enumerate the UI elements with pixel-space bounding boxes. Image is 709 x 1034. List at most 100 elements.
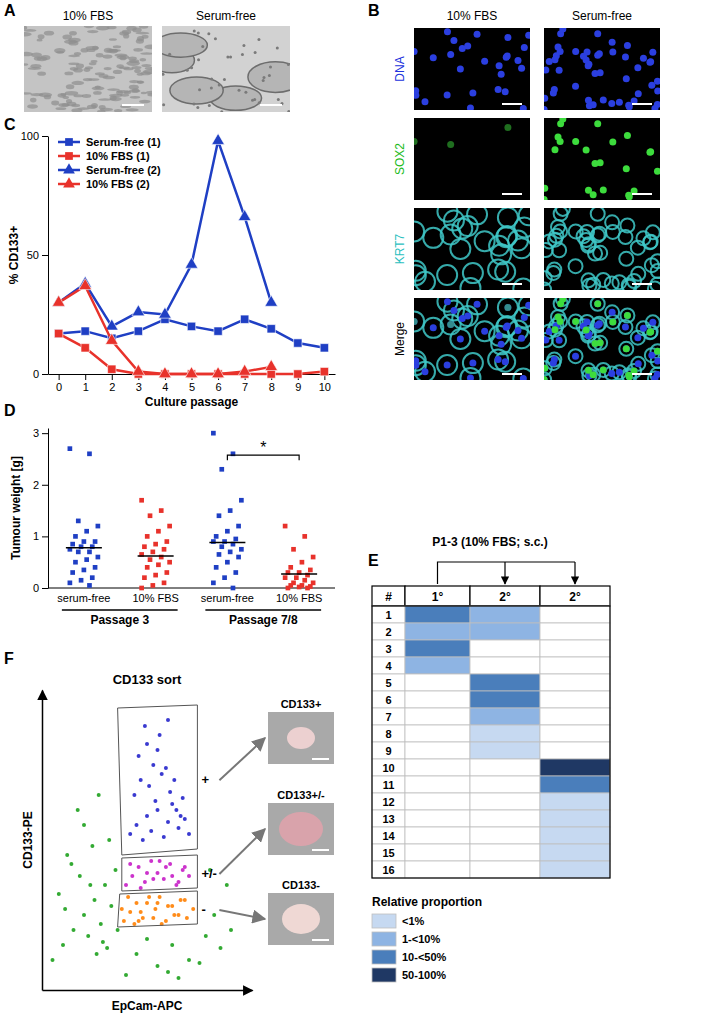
cell-decor (488, 350, 508, 370)
cell-decor (474, 31, 481, 38)
cell-decor (498, 71, 505, 78)
category-label: 10% FBS (132, 592, 178, 604)
cell-decor (444, 92, 451, 99)
cell-decor (63, 96, 69, 99)
cell-decor (444, 210, 464, 230)
legend-label: Serum-free (2) (86, 164, 161, 176)
cell-decor (544, 243, 553, 257)
tick-label: 100 (21, 130, 39, 142)
cell-decor (113, 70, 122, 74)
cell-decor (107, 26, 117, 29)
cell-decor (616, 99, 623, 106)
event-point (61, 943, 65, 947)
cell-decor (24, 26, 27, 30)
event-point (149, 859, 153, 863)
cell-decor (544, 337, 549, 344)
event-point (172, 778, 176, 782)
event-point (128, 910, 132, 914)
cell-decor (584, 48, 591, 55)
cell-decor (457, 335, 464, 342)
cell-decor (110, 49, 121, 51)
cell-decor (609, 318, 616, 325)
cell-decor (55, 107, 66, 110)
event-point (156, 964, 160, 968)
cell-decor (544, 333, 553, 347)
event-point (137, 919, 141, 923)
cell-decor (141, 92, 147, 94)
point (236, 524, 241, 529)
cell-decor (126, 108, 139, 111)
tick-label: 0 (33, 368, 39, 380)
marker (240, 315, 248, 323)
scale-bar (502, 103, 522, 105)
row-number: 15 (382, 847, 394, 859)
cell-decor (192, 103, 195, 106)
tick: 0 (33, 368, 48, 380)
proportion-cell (540, 640, 610, 657)
colony-decor (162, 33, 207, 57)
tumour-photo (268, 893, 334, 945)
colony-decor (248, 62, 290, 93)
event-point (158, 859, 162, 863)
event-point (151, 763, 155, 767)
point (233, 570, 238, 575)
event-point (90, 844, 94, 848)
legend-item: 10% FBS (1) (58, 150, 150, 162)
tick: 3 (33, 427, 48, 439)
point (283, 524, 288, 529)
point (148, 557, 153, 562)
point (87, 550, 92, 555)
cell-decor (51, 101, 59, 106)
cell-decor (572, 83, 579, 90)
marker (267, 325, 275, 333)
event-point (170, 943, 174, 947)
gate-label: - (201, 902, 205, 917)
event-point (141, 838, 145, 842)
panel-label: E (368, 552, 379, 569)
scale-bar (502, 373, 522, 375)
point (288, 565, 293, 570)
event-point (172, 913, 176, 917)
cell-decor (504, 124, 511, 131)
tumour-decor (287, 727, 315, 749)
column-header: Serum-free (572, 9, 632, 23)
row-number-cell (372, 657, 405, 674)
event-point (212, 913, 216, 917)
cell-decor (555, 43, 562, 50)
tick-label: 2 (109, 381, 115, 393)
cell-decor (44, 31, 54, 36)
event-point (103, 883, 107, 887)
cell-decor (450, 239, 470, 259)
point (217, 513, 222, 518)
cell-decor (144, 45, 152, 50)
cell-decor (139, 100, 151, 104)
mean-line (138, 555, 174, 557)
point (305, 586, 310, 591)
proportion-cell (540, 810, 610, 827)
photo-bg (268, 803, 334, 855)
cell-decor (622, 324, 629, 331)
cell-decor (609, 318, 616, 325)
cell-decor (197, 58, 200, 61)
cell-decor (649, 319, 656, 326)
cell-decor (447, 141, 454, 148)
marker (214, 327, 222, 335)
event-point (76, 808, 80, 812)
cell-decor (544, 185, 548, 192)
row-number: 1 (385, 609, 391, 621)
cell-decor (109, 38, 117, 41)
cell-decor (544, 95, 548, 102)
proportion-cell (405, 827, 470, 844)
proportion-cell (540, 657, 610, 674)
legend-marker (63, 177, 75, 187)
event-point (156, 901, 160, 905)
cell-decor (502, 88, 509, 95)
cell-decor (481, 328, 488, 335)
cell-decor (414, 351, 426, 371)
event-point (124, 973, 128, 977)
x-axis (43, 990, 253, 991)
cell-decor (210, 77, 213, 80)
tick: 0 (56, 374, 62, 393)
event-point (219, 946, 223, 950)
cell-decor (128, 57, 137, 61)
